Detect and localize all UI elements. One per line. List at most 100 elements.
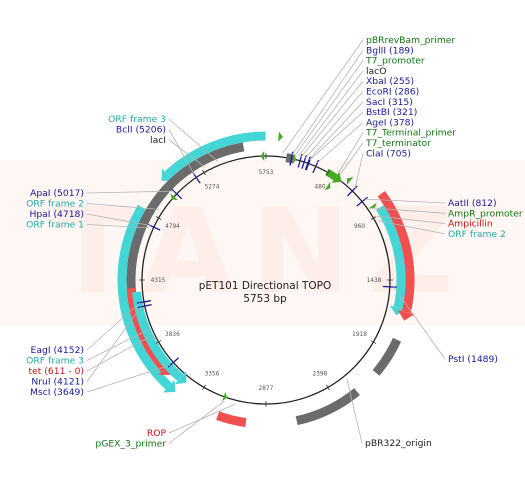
label-leader-line bbox=[86, 335, 152, 372]
feature-label: BglII (189) bbox=[366, 45, 414, 56]
restriction-site-tick bbox=[137, 303, 152, 309]
label-leader-line bbox=[305, 91, 364, 159]
feature-label: T7_Terminal_primer bbox=[365, 128, 456, 139]
scale-tick-label: 4794 bbox=[165, 224, 180, 230]
label-leader-line bbox=[282, 39, 364, 154]
feature-label: ROP bbox=[147, 428, 167, 439]
green-feature-arrowhead bbox=[331, 171, 342, 183]
misc-feature-arc bbox=[372, 337, 402, 376]
feature-label: BclI (5206) bbox=[116, 125, 166, 136]
orf-feature-arrowhead bbox=[161, 168, 174, 182]
gene-feature-arc bbox=[126, 287, 168, 373]
label-leader-line bbox=[300, 80, 364, 158]
label-leader-line bbox=[317, 122, 364, 164]
label-leader-line bbox=[168, 403, 236, 434]
promoter-arrow bbox=[278, 131, 283, 142]
label-leader-line bbox=[168, 139, 206, 168]
feature-label: ORF frame 3 bbox=[108, 114, 166, 125]
gene-feature-arrowhead bbox=[398, 310, 415, 321]
label-leader-line bbox=[365, 198, 446, 204]
orf-feature-arc bbox=[117, 204, 172, 390]
promoter-arrow bbox=[170, 193, 178, 200]
label-leader-line bbox=[337, 132, 364, 175]
feature-label: ClaI (705) bbox=[366, 148, 411, 159]
scale-tick-label: 1918 bbox=[352, 332, 367, 338]
promoter-arrow bbox=[324, 182, 331, 191]
label-leader-line bbox=[346, 379, 363, 444]
feature-label: PstI (1489) bbox=[448, 354, 498, 365]
leader-layer bbox=[86, 39, 446, 444]
scale-tick-label: 4315 bbox=[151, 278, 166, 284]
promoter-arrow bbox=[260, 151, 265, 162]
label-leader-line bbox=[291, 50, 364, 155]
label-leader-line bbox=[86, 329, 149, 361]
feature-label: Ampicillin bbox=[448, 219, 493, 230]
feature-label: T7_terminator bbox=[365, 138, 431, 149]
scale-tick bbox=[202, 384, 206, 391]
label-leader-line bbox=[86, 302, 141, 351]
label-leader-line bbox=[379, 220, 446, 235]
label-leader-line bbox=[371, 207, 446, 214]
promoter-arrow bbox=[292, 154, 297, 164]
feature-label: XbaI (255) bbox=[366, 76, 414, 87]
scale-tick-label: 5753 bbox=[259, 170, 274, 176]
label-leader-line bbox=[308, 101, 364, 160]
promoter-arrow bbox=[368, 202, 377, 209]
scale-tick bbox=[326, 384, 330, 391]
scale-tick bbox=[370, 216, 377, 220]
scale-tick bbox=[155, 340, 162, 344]
feature-label: EcoRI (286) bbox=[366, 87, 419, 98]
orf-feature-arrowhead bbox=[163, 379, 176, 393]
plasmid-name: pET101 Directional TOPO bbox=[199, 280, 332, 292]
feature-label: AatII (812) bbox=[448, 198, 497, 209]
restriction-site-tick bbox=[171, 188, 183, 200]
label-leader-line bbox=[86, 213, 151, 226]
misc-feature-arc bbox=[285, 153, 295, 164]
scale-tick bbox=[326, 169, 330, 176]
feature-label: ORF frame 1 bbox=[26, 220, 84, 231]
scale-tick bbox=[370, 340, 377, 344]
label-leader-line bbox=[86, 190, 174, 194]
label-leader-line bbox=[86, 224, 150, 229]
feature-label: SacI (315) bbox=[366, 97, 413, 108]
restriction-site-tick bbox=[356, 196, 368, 207]
feature-label: ORF frame 2 bbox=[448, 229, 506, 240]
feature-label: BstBI (321) bbox=[366, 107, 417, 118]
gene-feature-arc bbox=[216, 411, 247, 428]
restriction-site-tick bbox=[382, 285, 397, 288]
feature-label: AmpR_promoter bbox=[448, 208, 523, 219]
feature-label: AgeI (378) bbox=[366, 117, 414, 128]
feature-label: HpaI (4718) bbox=[29, 209, 84, 220]
label-leader-line bbox=[168, 400, 225, 444]
scale-tick-label: 3836 bbox=[165, 332, 180, 338]
label-leader-line bbox=[339, 142, 364, 176]
label-leader-line bbox=[86, 306, 142, 382]
scale-tick bbox=[155, 216, 162, 220]
feature-label: tet (611 - 0) bbox=[29, 366, 84, 377]
feature-label: lacI bbox=[150, 135, 166, 146]
feature-label: NruI (4121) bbox=[31, 377, 84, 388]
feature-label: ApaI (5017) bbox=[30, 188, 84, 199]
gene-feature-arc bbox=[377, 191, 415, 314]
scale-tick bbox=[202, 169, 206, 176]
label-leader-line bbox=[354, 153, 364, 189]
green-feature-arc bbox=[325, 168, 338, 181]
label-leader-line bbox=[86, 203, 160, 210]
scale-tick-label: 2877 bbox=[259, 386, 274, 392]
feature-label: pBR322_origin bbox=[365, 438, 432, 449]
label-leader-line bbox=[168, 118, 219, 162]
scale-tick-label: 2398 bbox=[313, 372, 328, 378]
label-leader-line bbox=[376, 215, 446, 224]
tick-layer: 5753 480 960 1438 1918 2398 2877 3356 3836 4315 47… bbox=[138, 153, 394, 408]
feature-label: EagI (4152) bbox=[31, 345, 84, 356]
scale-tick-label: 1438 bbox=[367, 278, 382, 284]
feature-label: pGEX_3_primer bbox=[95, 438, 166, 449]
label-leader-line bbox=[86, 364, 171, 393]
promoter-arrow bbox=[346, 177, 354, 185]
promoter-arrow bbox=[222, 391, 227, 402]
label-leader-line bbox=[294, 60, 364, 156]
scale-tick-label: 3356 bbox=[205, 372, 220, 378]
watermark-band bbox=[0, 160, 525, 325]
scale-tick-label: 5274 bbox=[205, 184, 220, 190]
